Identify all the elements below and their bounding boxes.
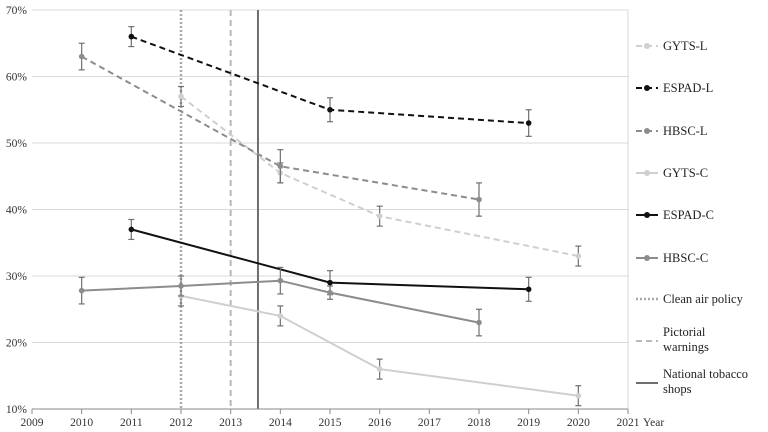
data-point <box>327 279 333 286</box>
y-tick-label: 40% <box>6 205 28 217</box>
x-tick-label: 2012 <box>170 417 193 429</box>
data-point <box>476 319 482 326</box>
legend-marker <box>644 85 650 91</box>
x-tick-label: 2009 <box>21 417 44 429</box>
legend-label: GYTS-C <box>663 166 708 180</box>
y-tick-label: 30% <box>6 271 28 283</box>
x-tick-label: 2015 <box>319 417 342 429</box>
data-point <box>277 163 284 170</box>
data-point <box>476 196 482 203</box>
legend-item-8: National tobacco shops <box>636 367 748 396</box>
series-line <box>180 294 579 397</box>
series-2 <box>78 42 482 217</box>
legend-label: GYTS-L <box>663 39 707 53</box>
legend-item-1: ESPAD-L <box>636 81 713 95</box>
legend-marker <box>644 128 650 134</box>
y-tick-label: 60% <box>6 72 28 84</box>
gridlines <box>32 9 629 409</box>
y-tick-label: 20% <box>6 338 28 350</box>
x-tick-label: 2021 <box>617 417 640 429</box>
y-tick-label: 50% <box>6 138 28 150</box>
y-tick-label: 70% <box>6 5 28 17</box>
policy-lines <box>179 10 259 409</box>
legend-item-4: ESPAD-C <box>636 208 714 222</box>
legend-label: ESPAD-L <box>663 81 713 95</box>
data-point <box>327 106 333 113</box>
series-0 <box>178 85 582 267</box>
data-point <box>128 33 135 40</box>
series-3 <box>178 285 582 407</box>
data-point <box>128 226 135 233</box>
legend-item-5: HBSC-C <box>636 251 708 265</box>
legend-marker <box>644 43 650 49</box>
y-tick-label: 10% <box>6 404 28 416</box>
series-group <box>78 26 582 407</box>
legend-label: ESPAD-C <box>663 208 714 222</box>
series-4 <box>128 218 532 302</box>
legend-label: Clean air policy <box>663 292 744 306</box>
data-point <box>376 366 383 372</box>
legend-label: Pictorial warnings <box>663 325 709 354</box>
data-point <box>178 283 184 289</box>
x-tick-label: 2011 <box>120 417 143 429</box>
series-5 <box>78 266 482 337</box>
legend-item-7: Pictorial warnings <box>636 325 709 354</box>
x-tick-label: 2017 <box>418 417 441 429</box>
x-tick-label: 2014 <box>269 417 292 429</box>
series-line <box>180 95 579 257</box>
legend-item-2: HBSC-L <box>636 124 707 138</box>
data-point <box>277 277 284 284</box>
data-point <box>376 213 383 219</box>
legend: GYTS-L ESPAD-L HBSC-L GYTS-C ESPAD-C HBSC-C Cl… <box>636 39 748 396</box>
legend-marker <box>644 255 650 261</box>
legend-marker <box>644 170 650 176</box>
x-tick-label: 2018 <box>468 417 491 429</box>
legend-label: HBSC-C <box>663 251 708 265</box>
data-point <box>327 289 333 296</box>
data-point <box>178 93 184 100</box>
series-line <box>81 55 480 201</box>
axes: 10% 20% 30% 40% 50% 60% 70% 2009 2010 2011 2012 201… <box>6 5 664 429</box>
data-point <box>78 287 85 294</box>
legend-marker <box>644 212 650 218</box>
series-1 <box>128 26 532 137</box>
x-tick-label: 2020 <box>567 417 590 429</box>
legend-item-6: Clean air policy <box>636 292 744 306</box>
legend-item-3: GYTS-C <box>636 166 708 180</box>
data-point <box>575 392 582 399</box>
x-tick-label: 2016 <box>368 417 391 429</box>
data-point <box>525 120 532 126</box>
x-tick-label: 2013 <box>219 417 242 429</box>
data-point <box>525 286 532 293</box>
x-axis-label: Year <box>643 417 664 429</box>
data-point <box>277 313 284 319</box>
legend-label: National tobacco shops <box>663 367 748 396</box>
legend-item-0: GYTS-L <box>636 39 707 53</box>
legend-label: HBSC-L <box>663 124 707 138</box>
x-tick-label: 2019 <box>517 417 540 429</box>
data-point <box>575 253 582 259</box>
x-tick-label: 2010 <box>70 417 93 429</box>
data-point <box>78 53 85 60</box>
